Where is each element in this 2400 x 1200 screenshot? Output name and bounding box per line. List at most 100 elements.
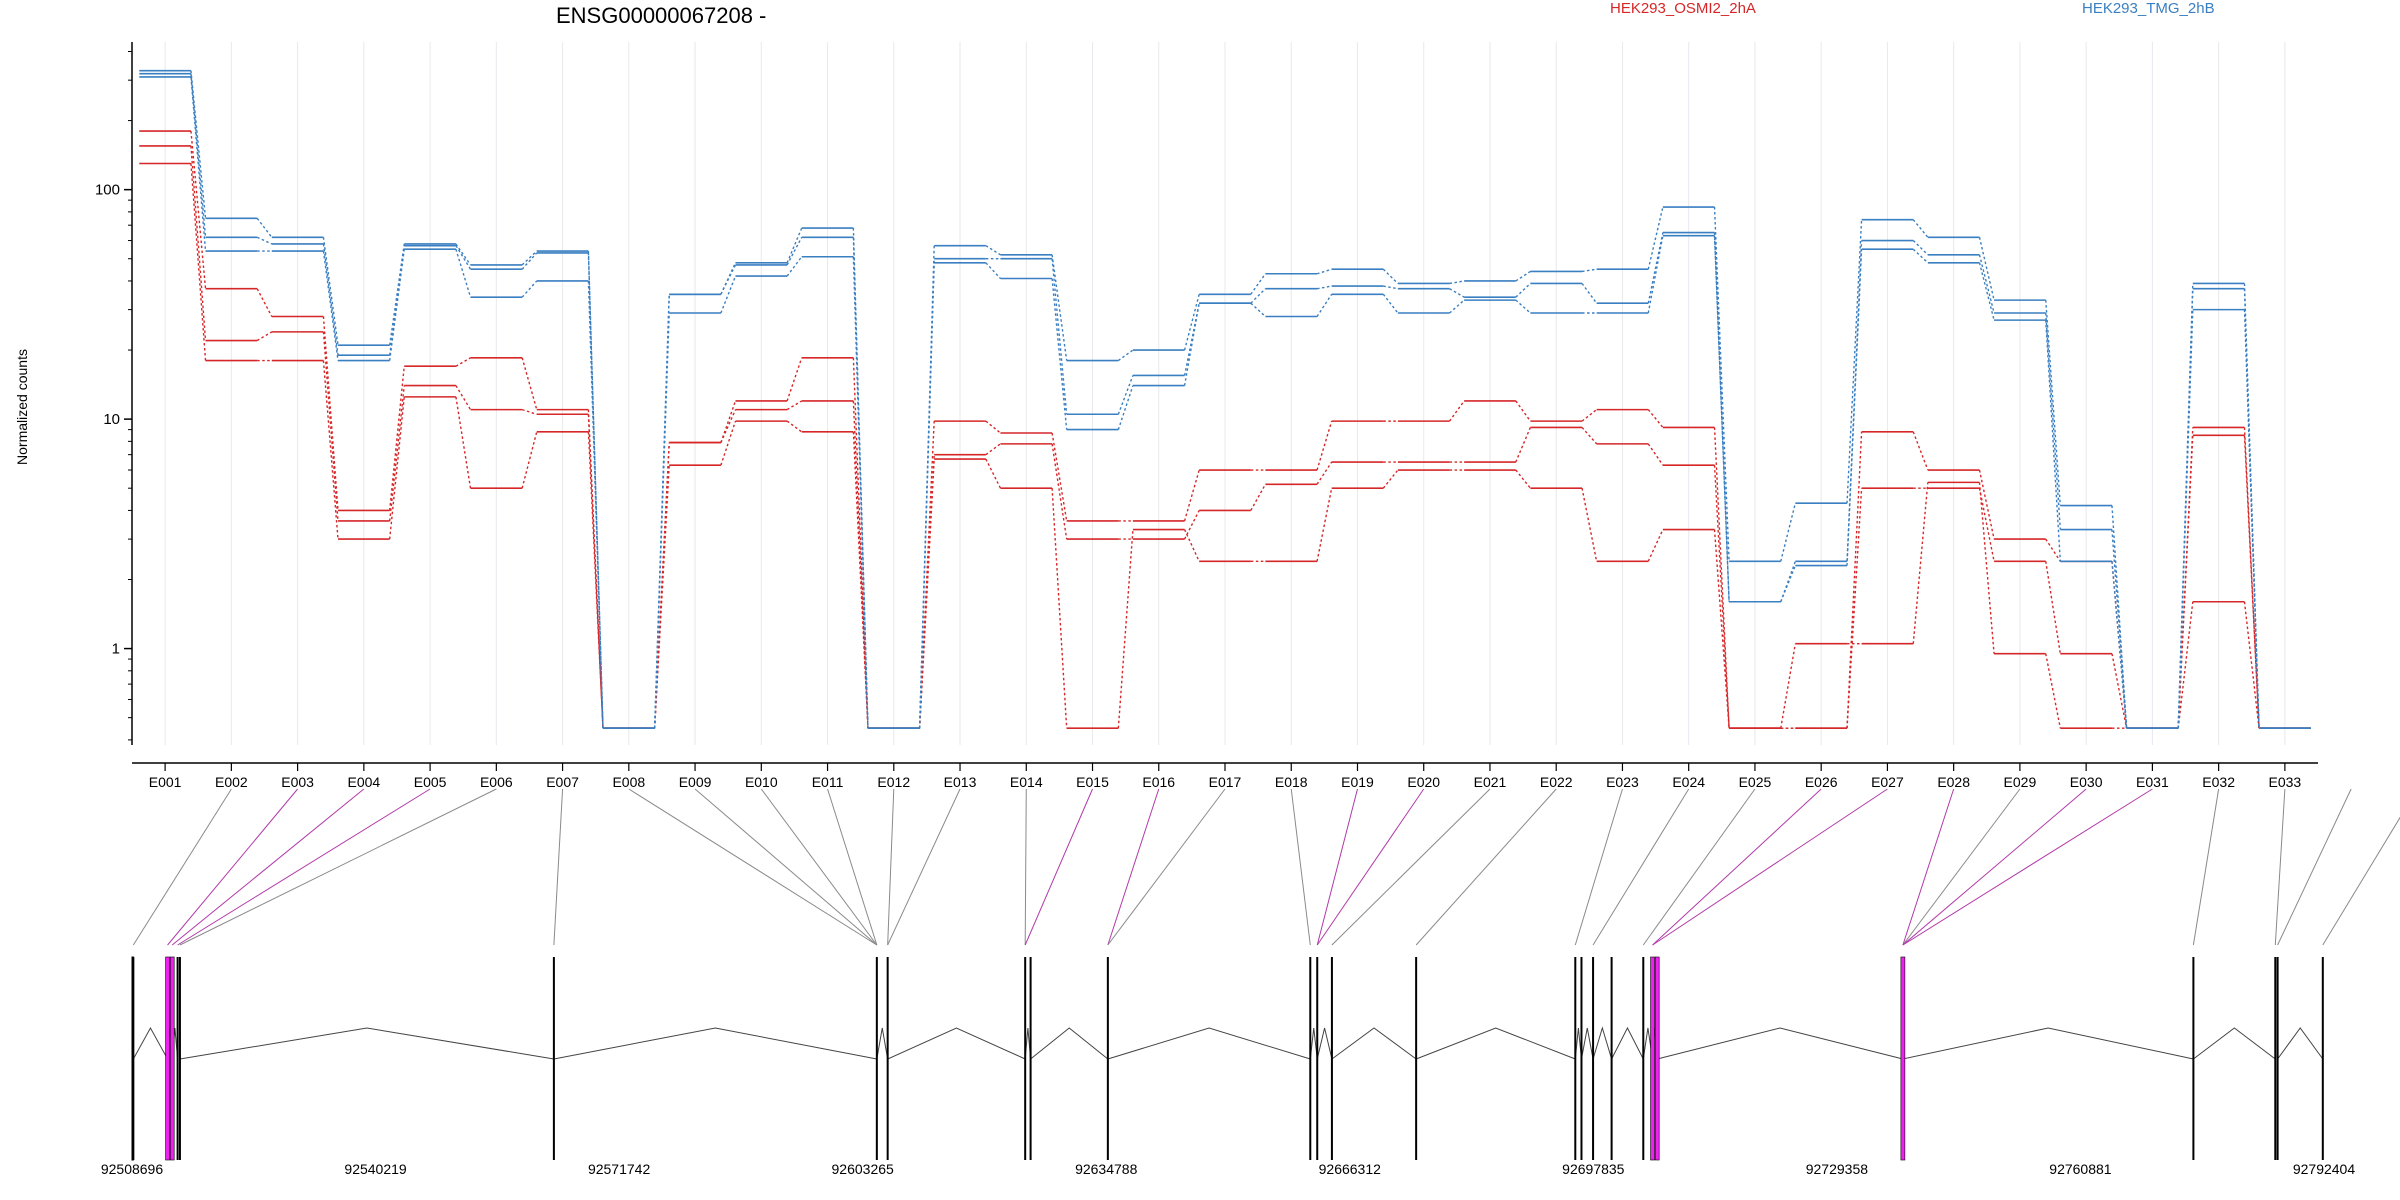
intron-line (1902, 1027, 2194, 1060)
exon-connector-segment (1515, 299, 1531, 314)
exon-connector-segment (1581, 409, 1598, 422)
genomic-coordinate-label: 92634788 (1075, 1161, 1138, 1177)
exon-connector-line (177, 788, 431, 946)
x-tick-label: E028 (1937, 774, 1970, 790)
exon-connector-segment (322, 237, 339, 346)
exon-connector-segment (1846, 219, 1863, 504)
exon-connector-segment (1846, 488, 1863, 729)
exon-connector-segment (1713, 427, 1730, 729)
exon-connector-segment (1515, 427, 1532, 463)
exon-marker (2321, 957, 2324, 1160)
exon-marker (1574, 957, 1577, 1160)
intron-line (1030, 1027, 1109, 1060)
exon-connector-segment (1647, 232, 1664, 304)
exon-marker (132, 957, 135, 1160)
exon-connector-line (628, 788, 878, 946)
x-tick-label: E006 (480, 774, 513, 790)
exon-connector-segment (1051, 258, 1068, 415)
exon-connector-line (1652, 788, 1888, 946)
exon-connector-segment (985, 420, 1001, 434)
exon-connector-line (1574, 788, 1623, 946)
exon-connector-segment (1515, 282, 1531, 298)
exon-connector-segment (2243, 435, 2260, 729)
exon-connector-line (2274, 788, 2286, 946)
exon-connector-segment (1912, 219, 1929, 238)
exon-connector-segment (852, 431, 869, 729)
exon-marker-highlighted (1900, 956, 1906, 1161)
exon-marker (1415, 957, 1418, 1160)
chart-title: ENSG00000067208 - (556, 3, 766, 28)
genomic-coordinate-label: 92666312 (1319, 1161, 1382, 1177)
exon-connector-segment (455, 385, 472, 410)
intron-line (887, 1027, 1026, 1060)
exon-connector-segment (786, 400, 803, 411)
exon-connector-segment (852, 256, 869, 729)
exon-connector-segment (1051, 443, 1068, 540)
exon-connector-line (1024, 788, 1093, 946)
exon-connector-segment (1051, 432, 1068, 522)
exon-connector-segment (256, 288, 273, 317)
exon-marker (1642, 957, 1645, 1160)
exon-connector-segment (388, 249, 405, 361)
exon-connector-segment (1780, 565, 1796, 602)
exon-connector-line (167, 788, 298, 946)
series-HEK293_TMG_2hB (139, 76, 2311, 729)
exon-connector-line (1902, 788, 1955, 946)
exon-connector-segment (1647, 409, 1664, 428)
exon-connector-segment (653, 465, 670, 729)
exon-connector-segment (985, 262, 1001, 279)
exon-connector-segment (1117, 349, 1134, 362)
exon-connector-line (1290, 788, 1311, 946)
exon-connector-segment (1117, 529, 1134, 729)
exon-connector-line (171, 788, 365, 946)
exon-connector-segment (1978, 254, 1995, 314)
x-tick-label: E001 (149, 774, 182, 790)
exon-marker (176, 957, 179, 1160)
exon-connector-segment (1713, 529, 1730, 729)
exon-connector-line (1902, 788, 2087, 946)
x-tick-label: E032 (2202, 774, 2235, 790)
x-tick-label: E017 (1209, 774, 1242, 790)
exon-connector-line (1107, 788, 1226, 946)
y-tick-label: 1 (112, 641, 120, 658)
exon-connector-segment (1978, 482, 1995, 654)
exon-connector-line (2192, 788, 2220, 946)
intron-line (1107, 1027, 1311, 1060)
x-tick-label: E012 (877, 774, 910, 790)
exon-connector-segment (256, 217, 273, 238)
exon-connector-segment (322, 360, 339, 540)
legend-label-osmi: HEK293_OSMI2_2hA (1610, 0, 1756, 17)
x-tick-label: E003 (281, 774, 314, 790)
exon-connector-line (760, 788, 878, 946)
exon-connector-segment (1581, 488, 1598, 562)
exon-connector-line (887, 788, 961, 946)
exon-connector-segment (455, 396, 472, 489)
count-series (139, 69, 2311, 729)
x-tick-label: E009 (679, 774, 712, 790)
exon-marker (886, 957, 889, 1160)
exon-marker (1580, 957, 1583, 1160)
exon-connector-segment (322, 316, 339, 511)
intron-line (1592, 1026, 1613, 1060)
exon-connector-segment (786, 357, 803, 402)
exon-connector-segment (1515, 469, 1531, 489)
exon-connector-segment (190, 73, 207, 238)
exon-connector-segment (1515, 270, 1531, 282)
exon-connector-segment (455, 243, 472, 266)
exon-connector-segment (1581, 426, 1598, 445)
y-tick-label: 10 (103, 411, 120, 428)
exon-connector-segment (1382, 469, 1399, 489)
exon-connector-segment (1183, 529, 1200, 562)
exon-tick-labels: E001 E002 E003 E004 E005 E006 E007 E008 E009 E010… (149, 763, 2301, 790)
intron-line (1611, 1026, 1644, 1060)
exon-connector-segment (1647, 443, 1664, 466)
intron-line (1415, 1027, 1576, 1060)
exon-marker (2274, 957, 2277, 1160)
x-tick-label: E030 (2070, 774, 2103, 790)
intron-line (876, 1027, 889, 1060)
exon-marker-highlighted (169, 956, 175, 1161)
exon-connector-segment (388, 385, 405, 521)
intron-line (179, 1027, 554, 1060)
exon-connector-segment (1316, 293, 1333, 317)
